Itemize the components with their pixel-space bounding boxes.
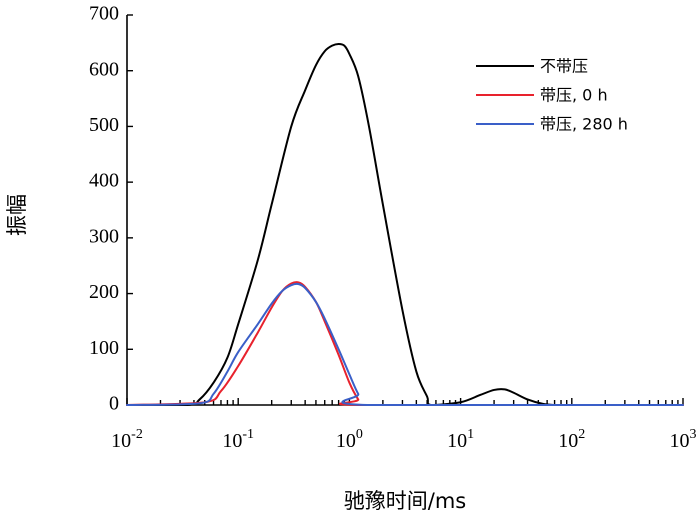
x-ticks: 10-2 10-1 100 101 102 103 <box>111 398 697 452</box>
axes <box>126 15 683 406</box>
y-tick-label: 0 <box>109 393 119 415</box>
x-axis-title: 驰豫时间/ms <box>344 489 466 513</box>
y-tick-label: 200 <box>89 281 119 303</box>
series-line-1 <box>126 42 684 406</box>
y-tick-label: 400 <box>89 170 119 192</box>
y-tick-label: 300 <box>89 225 119 247</box>
legend-label: 带压, 0 h <box>540 86 608 105</box>
x-tick-label: 103 <box>670 427 697 452</box>
y-ticks: 0 100 200 300 400 500 600 700 <box>89 3 133 415</box>
x-tick-label: 101 <box>447 427 474 452</box>
y-axis-title: 振幅 <box>5 194 29 236</box>
y-tick-label: 500 <box>89 114 119 136</box>
series-line-2 <box>126 281 684 407</box>
series-line-3 <box>126 282 684 407</box>
x-tick-label: 10-2 <box>111 427 143 452</box>
x-tick-label: 100 <box>336 427 363 452</box>
y-tick-label: 600 <box>89 58 119 80</box>
x-tick-label: 10-1 <box>222 427 254 452</box>
x-tick-label: 102 <box>558 427 585 452</box>
legend-label: 带压, 280 h <box>540 115 628 134</box>
plot-area <box>126 42 684 407</box>
y-tick-label: 100 <box>89 337 119 359</box>
y-tick-label: 700 <box>89 3 119 25</box>
legend-label: 不带压 <box>540 57 588 76</box>
